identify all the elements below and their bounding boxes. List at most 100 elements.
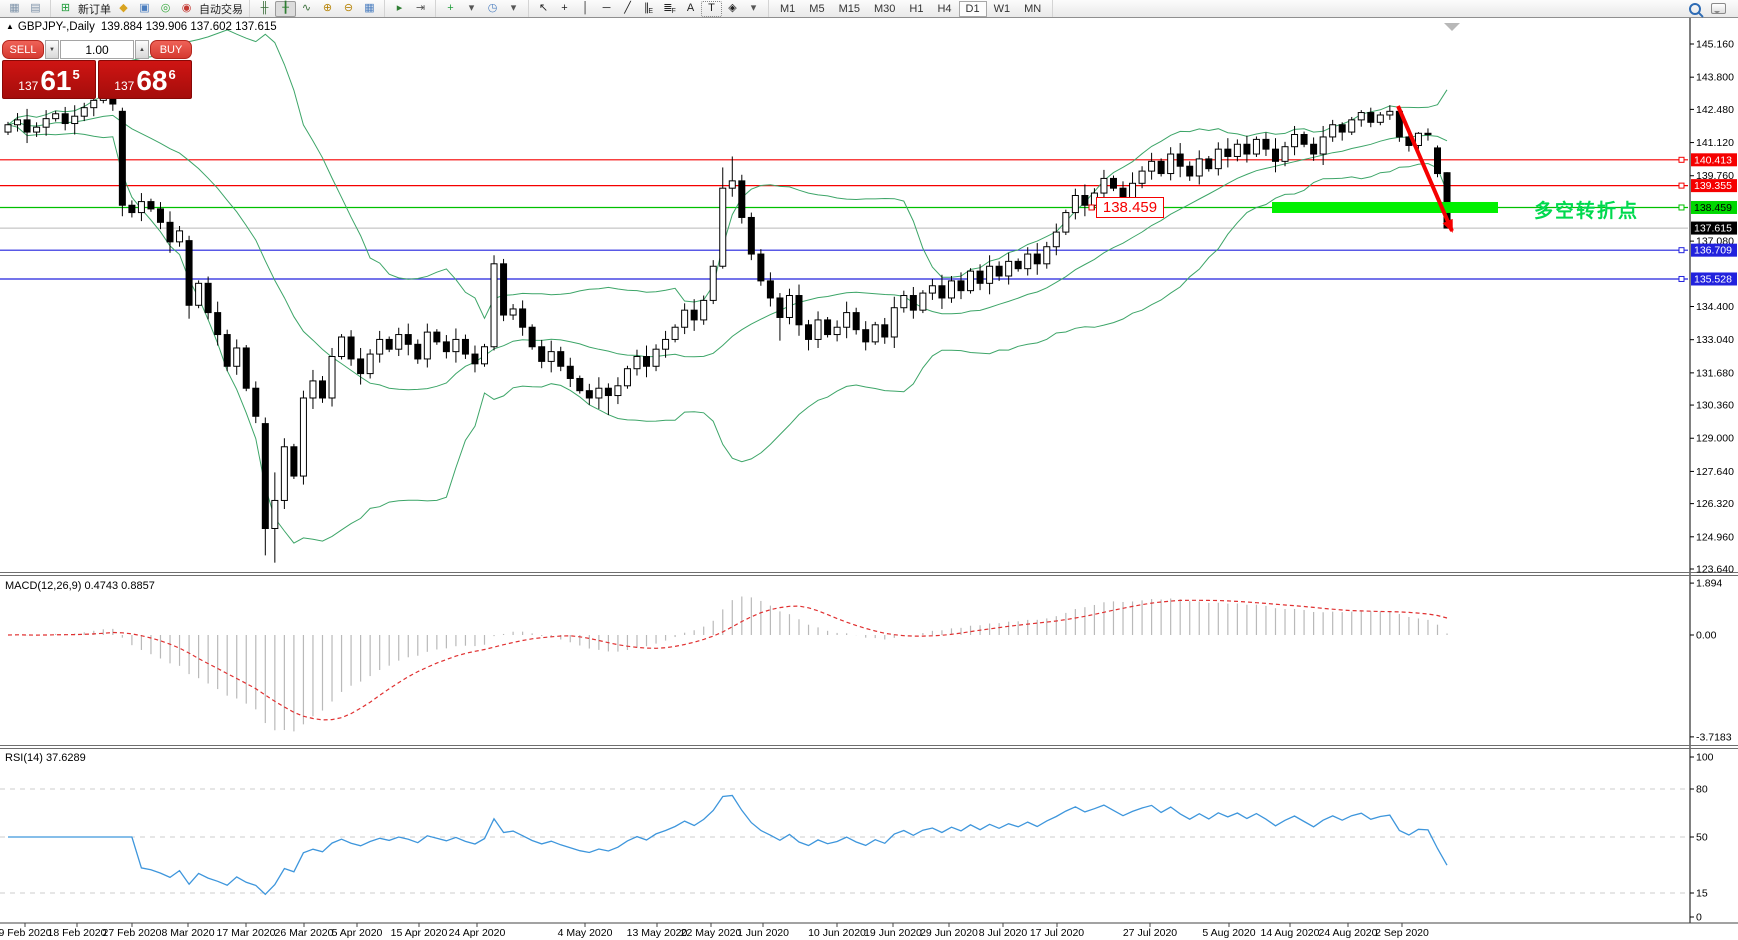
timeframe-m15[interactable]: M15 xyxy=(838,2,860,15)
symbol-period-label: GBPJPY-,Daily xyxy=(17,21,95,33)
candle xyxy=(833,320,841,342)
arrows-icon[interactable]: ◈ xyxy=(728,2,737,14)
candle xyxy=(223,329,231,372)
zoom-out-icon[interactable]: ⊖ xyxy=(343,2,354,14)
market-watch-icon[interactable]: ▤ xyxy=(30,2,41,14)
price-callout-label[interactable]: 138.459 xyxy=(1096,197,1164,218)
search-icon[interactable] xyxy=(1689,2,1701,15)
candle xyxy=(1424,128,1432,141)
candle xyxy=(166,211,174,253)
price-badge: 140.413 xyxy=(1691,153,1737,167)
bollinger-middle xyxy=(7,114,1448,391)
timeframe-m1[interactable]: M1 xyxy=(780,2,796,15)
sell-button[interactable]: SELL xyxy=(2,40,44,59)
candle xyxy=(423,323,431,368)
candle xyxy=(700,295,708,325)
bollinger-bands xyxy=(7,29,1448,544)
buy-price-button[interactable]: 137 68 6 xyxy=(98,60,192,99)
rsi-line xyxy=(8,794,1448,896)
support-zone-bar[interactable] xyxy=(1272,201,1498,213)
community-chat-icon[interactable] xyxy=(1711,3,1726,14)
candle xyxy=(976,264,984,291)
candle xyxy=(785,288,793,325)
candle xyxy=(128,200,136,218)
new-order-button[interactable]: ⊞ xyxy=(60,2,71,14)
fibonacci-icon[interactable]: ≣ F xyxy=(659,1,680,17)
metaeditor-icon[interactable]: ◆ xyxy=(119,2,128,14)
candle xyxy=(623,365,631,389)
candle xyxy=(1262,132,1270,156)
zoom-in-icon[interactable]: ⊕ xyxy=(322,2,333,14)
auto-trading-button[interactable]: ◉ xyxy=(181,2,192,14)
candle xyxy=(890,296,898,348)
candle xyxy=(728,156,736,197)
candle xyxy=(738,174,746,224)
timeframe-w1[interactable]: W1 xyxy=(993,2,1011,15)
tile-windows-icon[interactable]: ▦ xyxy=(364,2,375,14)
price-badge: 136.709 xyxy=(1691,243,1737,257)
terminal-icon[interactable]: ▣ xyxy=(139,2,150,14)
candle xyxy=(1310,137,1318,161)
equidistant-channel-icon[interactable]: ∥ E xyxy=(638,1,659,17)
lot-decrease-button[interactable]: ▼ xyxy=(45,40,59,59)
callout-handle[interactable] xyxy=(1088,204,1095,211)
sell-price-button[interactable]: 137 61 5 xyxy=(2,60,96,99)
bar-chart-icon[interactable]: ╫ xyxy=(260,2,269,14)
one-click-collapse-icon[interactable]: ▲ xyxy=(6,22,14,31)
charts-window-icon[interactable]: ▦ xyxy=(9,2,20,14)
timeframe-h4[interactable]: H4 xyxy=(937,2,952,15)
hline-handle[interactable] xyxy=(1678,204,1685,211)
turning-point-annotation[interactable]: 多空转折点 xyxy=(1534,201,1640,222)
sell-price-pip: 5 xyxy=(72,67,80,82)
candle xyxy=(557,346,565,372)
candle xyxy=(500,258,508,322)
line-chart-icon[interactable]: ∿ xyxy=(301,2,312,14)
hline-handle[interactable] xyxy=(1678,182,1685,189)
buy-button[interactable]: BUY xyxy=(150,40,192,59)
candle xyxy=(1348,116,1356,135)
svg-text:4 May 2020: 4 May 2020 xyxy=(558,927,613,939)
candle xyxy=(1386,105,1394,120)
timeframe-m5[interactable]: M5 xyxy=(809,2,825,15)
candle xyxy=(1434,145,1441,178)
text-icon[interactable]: A xyxy=(686,2,695,14)
chart-shift-icon[interactable]: ⇥ xyxy=(415,2,426,14)
chart-shift-marker[interactable] xyxy=(1444,23,1460,31)
svg-text:136.709: 136.709 xyxy=(1694,245,1732,257)
hline-handle[interactable] xyxy=(1678,275,1685,282)
periods-icon[interactable]: ◷ xyxy=(487,2,498,14)
candle xyxy=(1414,132,1422,150)
new-order-button-label[interactable]: 新订单 xyxy=(78,3,111,16)
candle xyxy=(52,110,60,122)
candlestick-chart-icon[interactable]: ╂ xyxy=(275,0,296,17)
svg-text:17 Mar 2020: 17 Mar 2020 xyxy=(217,927,276,939)
trendline-icon[interactable]: ╱ xyxy=(624,2,631,14)
lot-size-input[interactable] xyxy=(60,40,134,59)
signals-icon[interactable]: ◎ xyxy=(160,2,171,14)
svg-text:138.459: 138.459 xyxy=(1694,202,1732,214)
auto-trading-button-label[interactable]: 自动交易 xyxy=(199,3,243,16)
down-trend-arrow[interactable] xyxy=(1396,105,1454,233)
timeframe-mn[interactable]: MN xyxy=(1024,2,1042,15)
hline-handle[interactable] xyxy=(1678,247,1685,254)
horizontal-line-icon[interactable]: ─ xyxy=(602,2,611,14)
text-label-icon[interactable]: T xyxy=(701,0,722,17)
vertical-line-icon[interactable]: │ xyxy=(582,2,589,14)
candle xyxy=(290,443,298,479)
fibonacci-icon-sub: F xyxy=(671,8,676,15)
hline-handle[interactable] xyxy=(1678,156,1685,163)
lot-increase-button[interactable]: ▲ xyxy=(135,40,149,59)
timeframe-h1[interactable]: H1 xyxy=(909,2,924,15)
timeframe-d1[interactable]: D1 xyxy=(958,0,987,17)
periods-dropdown-icon[interactable]: ▾ xyxy=(510,2,517,14)
indicators-icon[interactable]: + xyxy=(447,2,454,14)
horizontal-lines[interactable] xyxy=(0,156,1690,282)
timeframe-m30[interactable]: M30 xyxy=(873,2,896,15)
indicators-dropdown-icon[interactable]: ▾ xyxy=(468,2,475,14)
crosshair-icon[interactable]: + xyxy=(561,2,568,14)
auto-scroll-icon[interactable]: ▸ xyxy=(396,2,403,14)
candle xyxy=(1205,155,1213,172)
arrows-dropdown-icon[interactable]: ▾ xyxy=(750,2,757,14)
cursor-icon[interactable]: ↖ xyxy=(538,2,549,14)
